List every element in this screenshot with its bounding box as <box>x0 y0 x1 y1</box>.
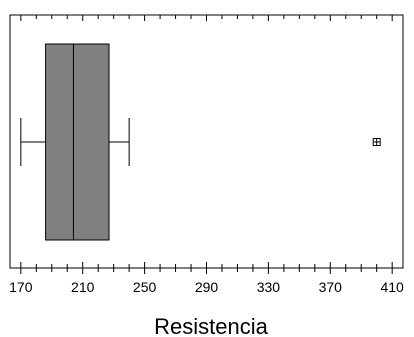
outlier-marker <box>372 138 381 146</box>
x-tick-label: 370 <box>319 279 343 295</box>
interquartile-box <box>45 43 110 241</box>
x-tick-label: 330 <box>257 279 281 295</box>
x-tick-label: 170 <box>9 279 33 295</box>
x-tick-label: 410 <box>380 279 404 295</box>
x-tick-label: 290 <box>195 279 219 295</box>
box-plot <box>20 43 381 241</box>
bottom-axis-ticks <box>20 262 393 274</box>
x-tick-label: 210 <box>71 279 95 295</box>
top-axis-ticks <box>20 15 393 21</box>
x-axis-title: Resistencia <box>154 314 268 337</box>
x-tick-label: 250 <box>133 279 157 295</box>
x-tick-labels: 170 210 250 290 330 370 410 <box>9 279 404 295</box>
